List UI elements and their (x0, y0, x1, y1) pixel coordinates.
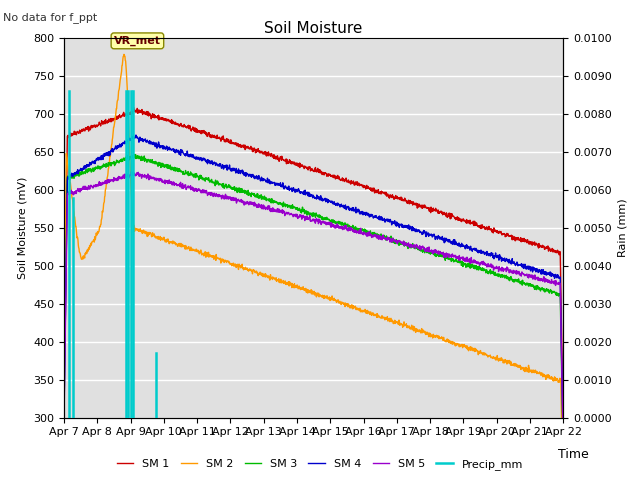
SM 2 (292, 284, 300, 290)
SM 2 (344, 301, 352, 307)
SM 1 (559, 426, 567, 432)
SM 5 (272, 209, 280, 215)
SM 1 (60, 387, 68, 393)
Text: Time: Time (558, 448, 589, 461)
SM 3 (99, 164, 106, 169)
SM 3 (132, 152, 140, 157)
SM 5 (292, 214, 300, 219)
SM 3 (559, 451, 567, 457)
Legend: SM 1, SM 2, SM 3, SM 4, SM 5, Precip_mm: SM 1, SM 2, SM 3, SM 4, SM 5, Precip_mm (112, 455, 528, 474)
Line: SM 5: SM 5 (64, 172, 563, 447)
SM 4 (132, 132, 140, 138)
SM 3 (272, 199, 280, 204)
SM 3 (60, 411, 68, 417)
SM 1 (292, 161, 300, 167)
Line: SM 1: SM 1 (64, 108, 563, 429)
SM 1 (272, 154, 280, 160)
SM 3 (119, 157, 127, 163)
SM 3 (344, 223, 352, 229)
Line: SM 3: SM 3 (64, 155, 563, 454)
SM 5 (99, 180, 106, 185)
SM 2 (272, 275, 280, 281)
SM 5 (344, 226, 352, 232)
SM 1 (99, 120, 106, 126)
SM 2 (283, 281, 291, 287)
SM 4 (292, 188, 300, 194)
SM 1 (344, 177, 352, 183)
SM 4 (559, 442, 567, 447)
SM 2 (60, 375, 68, 381)
SM 2 (99, 209, 106, 215)
SM 4 (344, 205, 352, 211)
SM 4 (283, 185, 291, 191)
Text: VR_met: VR_met (114, 36, 161, 46)
Line: SM 4: SM 4 (64, 135, 563, 444)
SM 1 (130, 105, 138, 110)
Line: SM 2: SM 2 (64, 54, 563, 480)
SM 5 (119, 175, 127, 181)
SM 5 (127, 169, 135, 175)
SM 2 (119, 55, 127, 61)
Title: Soil Moisture: Soil Moisture (264, 21, 363, 36)
SM 4 (99, 152, 106, 158)
Y-axis label: Soil Moisture (mV): Soil Moisture (mV) (17, 177, 28, 279)
SM 5 (60, 419, 68, 424)
SM 5 (559, 444, 567, 450)
SM 1 (119, 111, 127, 117)
Y-axis label: Rain (mm): Rain (mm) (617, 199, 627, 257)
SM 4 (60, 410, 68, 416)
SM 1 (283, 161, 291, 167)
SM 3 (283, 203, 291, 209)
SM 4 (272, 180, 280, 186)
Text: No data for f_ppt: No data for f_ppt (3, 12, 97, 23)
SM 4 (119, 140, 127, 145)
SM 3 (292, 206, 300, 212)
SM 5 (283, 210, 291, 216)
SM 2 (120, 51, 128, 57)
